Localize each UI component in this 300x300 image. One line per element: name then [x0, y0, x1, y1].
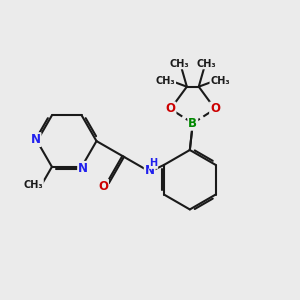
Text: CH₃: CH₃ [210, 76, 230, 86]
Text: N: N [31, 133, 40, 146]
Text: O: O [166, 103, 176, 116]
Text: N: N [78, 162, 88, 175]
Text: O: O [210, 103, 220, 116]
Text: H: H [149, 158, 158, 168]
Text: CH₃: CH₃ [169, 58, 189, 68]
Text: N: N [145, 164, 155, 177]
Text: B: B [188, 117, 197, 130]
Text: CH₃: CH₃ [156, 76, 175, 86]
Text: CH₃: CH₃ [196, 58, 216, 68]
Text: CH₃: CH₃ [23, 180, 43, 190]
Text: O: O [98, 180, 108, 193]
